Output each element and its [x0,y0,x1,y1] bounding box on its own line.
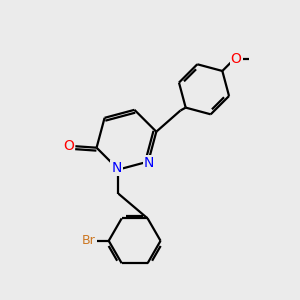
Text: O: O [231,52,242,66]
Text: O: O [64,139,74,153]
Text: N: N [144,156,154,170]
Text: Br: Br [82,234,96,247]
Text: N: N [112,161,122,175]
